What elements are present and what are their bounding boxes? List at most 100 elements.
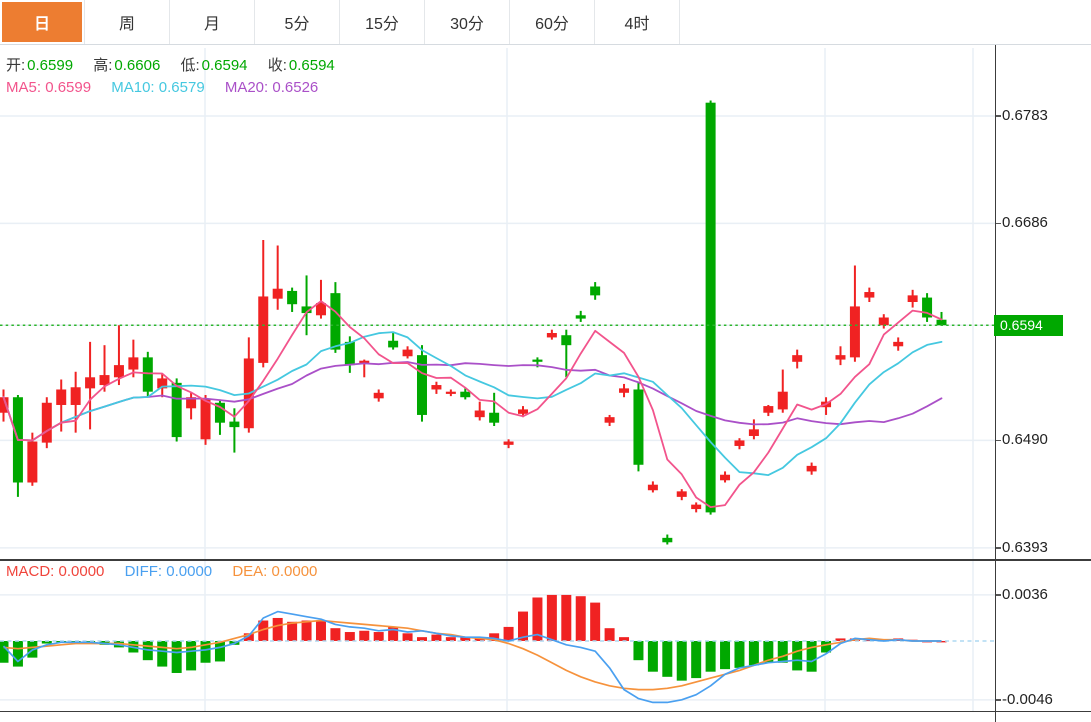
macd-bar: [633, 640, 644, 661]
candle-up: [604, 417, 615, 423]
dea-readout: DEA: 0.0000: [232, 563, 317, 580]
macd-bar: [330, 628, 341, 641]
candle-down: [532, 359, 543, 362]
low-value: 0.6594: [201, 57, 248, 74]
axis-tick-label: -0.0046: [1002, 690, 1053, 708]
ma10-line: [2, 331, 943, 477]
macd-bar: [705, 640, 716, 672]
candle-up: [85, 377, 96, 389]
macd-bar: [518, 611, 529, 641]
macd-bar: [41, 640, 52, 644]
macd-bar: [691, 640, 702, 679]
close-value: 0.6594: [288, 57, 335, 74]
ma5-readout: MA5: 0.6599: [6, 79, 91, 96]
candle-up: [56, 389, 67, 405]
diff-line: [2, 610, 942, 704]
macd-bar: [373, 632, 384, 641]
ma10-label: MA10:: [111, 79, 155, 96]
macd-bar: [344, 632, 355, 641]
candle-down: [460, 391, 471, 398]
tab-4hour[interactable]: 4时: [595, 0, 680, 44]
macd-bar: [460, 637, 471, 641]
macd-value: 0.0000: [58, 563, 105, 580]
macd-bar: [792, 640, 803, 671]
macd-bar: [416, 637, 427, 641]
axis-tick-mark: [996, 547, 1001, 549]
tab-month[interactable]: 月: [170, 0, 255, 44]
candle-up: [272, 288, 283, 299]
dea-label: DEA:: [232, 563, 268, 580]
tab-day[interactable]: 日: [0, 0, 85, 44]
candle-up: [186, 397, 197, 409]
tab-15min[interactable]: 15分: [340, 0, 425, 44]
tab-60min[interactable]: 60分: [510, 0, 595, 44]
macd-bar: [806, 640, 817, 672]
candle-up: [70, 387, 81, 405]
ma20-line: [2, 361, 943, 442]
candle-up: [676, 491, 687, 497]
tab-week[interactable]: 周: [85, 0, 170, 44]
candle-down: [922, 297, 933, 318]
ohlc-high: 高: 0.6606: [93, 57, 160, 74]
tab-5min[interactable]: 5分: [255, 0, 340, 44]
panel-divider: [0, 559, 1091, 561]
axis-tick-label: 0.6783: [1002, 106, 1048, 124]
diff-readout: DIFF: 0.0000: [125, 563, 213, 580]
candle-up: [734, 440, 745, 446]
macd-bar: [532, 597, 543, 641]
candle-up: [27, 441, 38, 483]
candle-up: [878, 317, 889, 326]
macd-bar: [258, 620, 269, 641]
candle-down: [662, 537, 673, 543]
axis-tick-mark: [996, 439, 1001, 442]
macd-chart-canvas[interactable]: [0, 560, 995, 712]
candle-up: [200, 399, 211, 440]
axis-tick-mark: [996, 222, 1001, 225]
candle-up: [893, 341, 904, 347]
candle-up: [373, 392, 384, 399]
candle-up: [806, 465, 817, 472]
ma20-readout: MA20: 0.6526: [225, 79, 318, 96]
ohlc-close: 收: 0.6594: [268, 57, 335, 74]
candle-up: [647, 484, 658, 491]
candle-up: [99, 375, 110, 386]
candle-up: [777, 391, 788, 410]
candle-down: [388, 340, 399, 348]
high-label: 高:: [93, 57, 113, 74]
macd-bar: [575, 596, 586, 641]
candle-down: [142, 357, 153, 392]
candle-up: [315, 303, 326, 316]
ma5-value: 0.6599: [45, 79, 92, 96]
close-label: 收:: [267, 57, 287, 74]
macd-bar: [200, 640, 211, 663]
ma-info-bar: MA5: 0.6599 MA10: 0.6579 MA20: 0.6526: [6, 79, 334, 96]
macd-bar: [561, 594, 572, 641]
candle-up: [402, 349, 413, 357]
ma5-line: [2, 300, 943, 509]
macd-readout: MACD: 0.0000: [6, 563, 104, 580]
macd-bar: [546, 594, 557, 641]
macd-bar: [647, 640, 658, 672]
macd-bar: [662, 640, 673, 677]
macd-info-bar: MACD: 0.0000 DIFF: 0.0000 DEA: 0.0000: [6, 563, 333, 580]
ohlc-low: 低: 0.6594: [180, 57, 247, 74]
axis-tick-label: 0.6686: [1002, 214, 1048, 232]
candle-up: [474, 410, 485, 418]
macd-bar: [272, 617, 283, 641]
macd-bar: [590, 602, 601, 641]
candle-up: [546, 333, 557, 338]
tab-30min[interactable]: 30分: [425, 0, 510, 44]
candle-up: [720, 474, 731, 481]
macd-bar: [171, 640, 182, 673]
macd-bar: [619, 637, 630, 641]
macd-bar: [243, 633, 254, 641]
candle-up: [0, 397, 9, 413]
axis-tick-mark: [996, 594, 1001, 596]
macd-bar: [157, 640, 168, 667]
macd-bar: [489, 633, 500, 641]
price-chart-canvas[interactable]: [0, 44, 995, 560]
candle-up: [359, 360, 370, 365]
candle-down: [575, 315, 586, 319]
macd-bar: [835, 638, 846, 641]
candle-down: [287, 290, 298, 305]
